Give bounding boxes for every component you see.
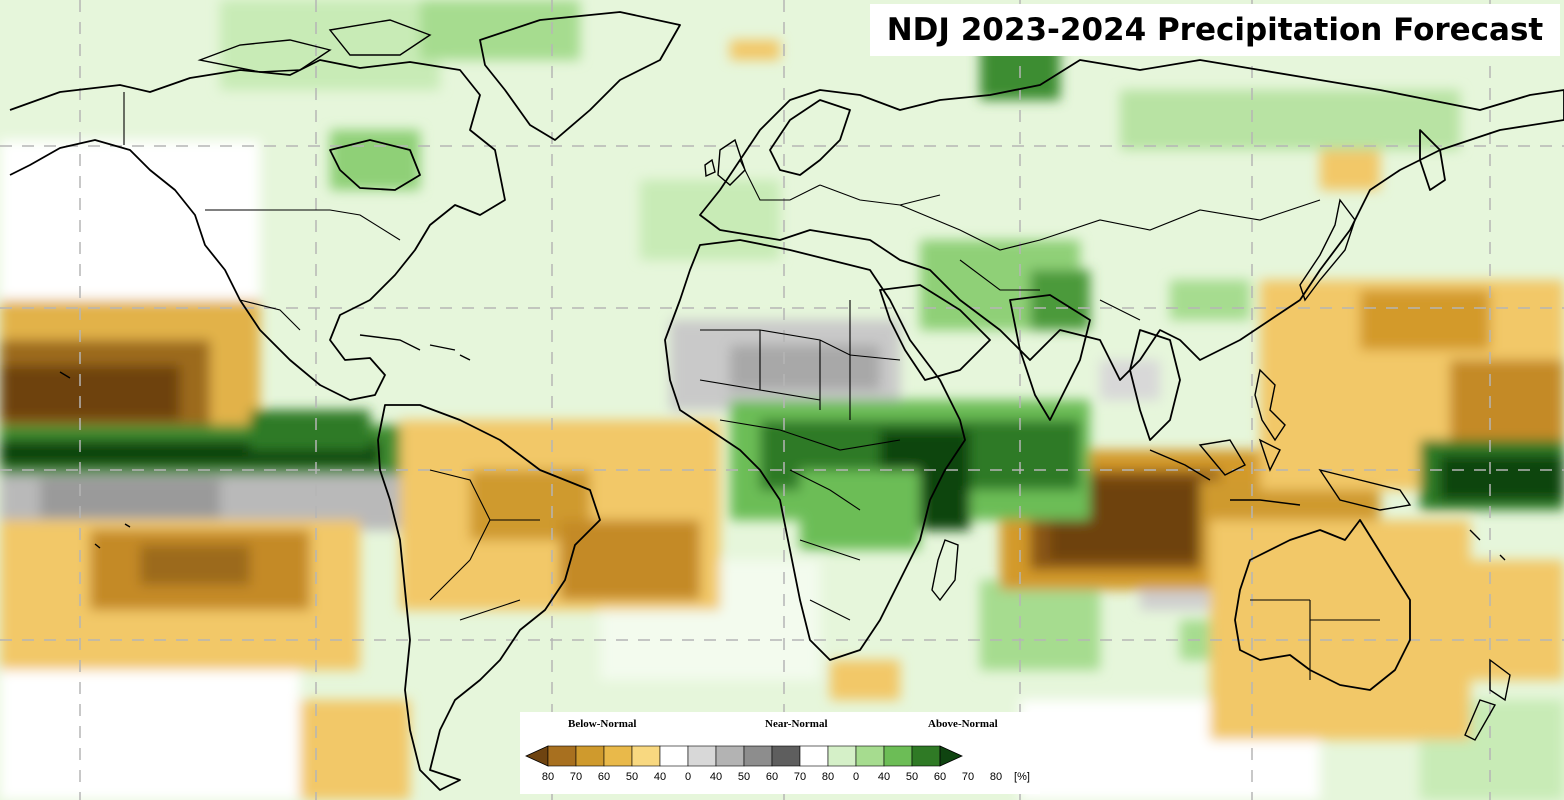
legend-swatch — [575, 745, 605, 767]
legend-tick-label: 50 — [626, 771, 638, 783]
legend-tick-label: 70 — [962, 771, 974, 783]
legend-swatch — [547, 745, 577, 767]
legend-tick-label: 0 — [685, 771, 691, 783]
madagascar-outline — [931, 539, 959, 602]
hudson-bay-outline — [329, 139, 421, 191]
legend-swatch — [659, 745, 689, 767]
legend-swatch — [883, 745, 913, 767]
legend-swatch — [743, 745, 773, 767]
legend-unit-label: [%] — [1014, 771, 1030, 783]
legend-swatch — [827, 745, 857, 767]
japan-outline — [1299, 198, 1356, 302]
south-america-outline — [377, 404, 601, 791]
legend-swatch — [603, 745, 633, 767]
british-isles — [704, 138, 746, 186]
legend-arrow-right — [939, 745, 963, 767]
legend-tick-label: 60 — [766, 771, 778, 783]
india-outline — [1009, 294, 1091, 421]
legend-tick-label: 80 — [542, 771, 554, 783]
indonesia-islands — [1149, 438, 1412, 511]
new-zealand-outline — [1464, 658, 1511, 741]
map-title: NDJ 2023-2024 Precipitation Forecast — [870, 4, 1560, 56]
legend-tick-label: 70 — [570, 771, 582, 783]
legend-tick-label: 0 — [853, 771, 859, 783]
southeast-asia-outline — [1129, 329, 1181, 441]
legend-above-normal-label: Above-Normal — [928, 718, 998, 730]
legend-tick-label: 60 — [598, 771, 610, 783]
north-america-outline — [9, 59, 506, 401]
eurasia-outline — [699, 59, 1564, 381]
legend-arrow-left — [525, 745, 549, 767]
legend-tick-label: 60 — [934, 771, 946, 783]
legend-tick-label: 40 — [710, 771, 722, 783]
australia-outline — [1234, 519, 1411, 691]
legend-near-normal-label: Near-Normal — [765, 718, 828, 730]
legend-below-normal-label: Below-Normal — [568, 718, 637, 730]
legend-swatch — [855, 745, 885, 767]
legend-tick-label: 50 — [906, 771, 918, 783]
arabia-outline — [879, 284, 991, 381]
legend: Below-Normal Near-Normal Above-Normal 80… — [520, 712, 1040, 794]
legend-colorbar: 80 70 60 50 40 0 40 50 60 70 80 0 40 50 60 70 80 [%] — [525, 745, 1030, 783]
legend-swatch — [799, 745, 829, 767]
kamchatka-outline — [1419, 129, 1446, 191]
legend-swatch — [715, 745, 745, 767]
greenland-outline — [479, 11, 681, 141]
legend-swatch — [771, 745, 801, 767]
arctic-islands-outline — [197, 19, 432, 73]
pacific-islands — [59, 371, 1506, 561]
philippines-outline — [1254, 368, 1286, 442]
country-borders — [123, 92, 1380, 680]
coastlines — [9, 11, 1564, 791]
legend-tick-label: 80 — [990, 771, 1002, 783]
legend-swatch — [687, 745, 717, 767]
legend-tick-label: 70 — [794, 771, 806, 783]
legend-swatch — [631, 745, 661, 767]
africa-outline — [664, 239, 966, 661]
scandinavia-outline — [769, 99, 851, 176]
legend-swatch — [911, 745, 941, 767]
legend-tick-label: 50 — [738, 771, 750, 783]
legend-tick-label: 40 — [654, 771, 666, 783]
legend-tick-label: 40 — [878, 771, 890, 783]
caribbean-islands — [359, 334, 471, 361]
legend-tick-label: 80 — [822, 771, 834, 783]
